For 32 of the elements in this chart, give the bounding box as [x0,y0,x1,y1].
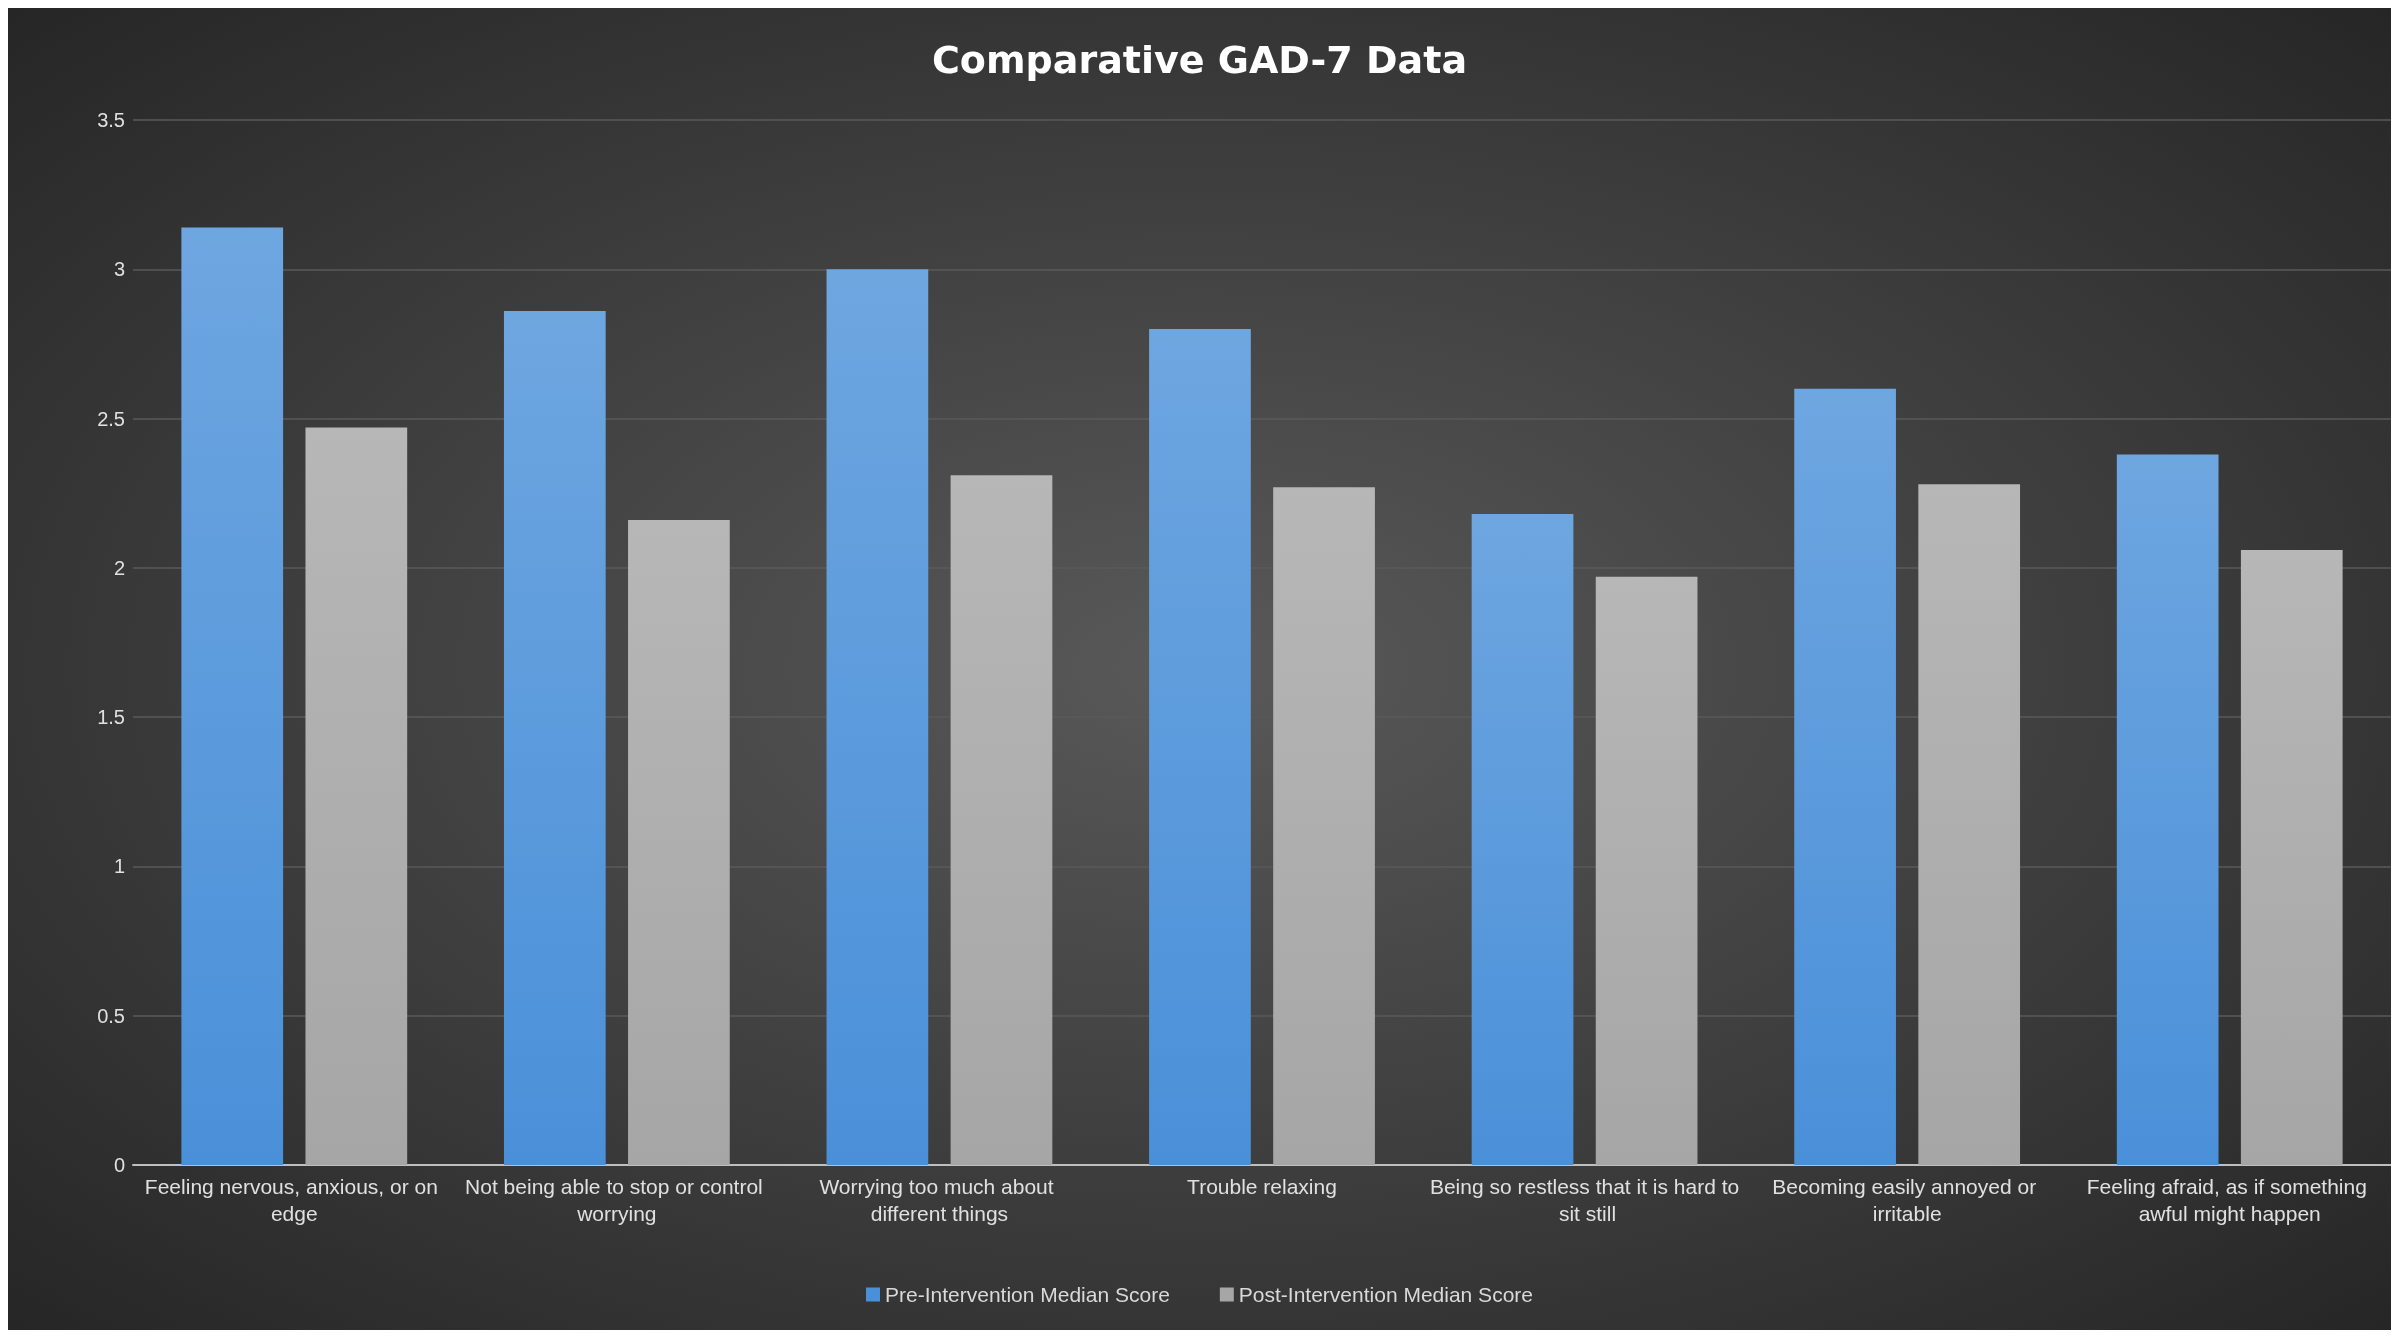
bar [1794,388,1896,1165]
legend-label: Pre-Intervention Median Score [885,1283,1170,1306]
x-tick-label: Worrying too much about different things [819,1175,1060,1225]
bar [1471,514,1574,1165]
y-tick-label: 3.5 [97,109,125,131]
y-tick-label: 2 [113,556,125,579]
x-tick-label: Being so restless that it is hard to sit still [1429,1175,1740,1225]
bar [628,520,730,1165]
x-tick-label: Becoming easily annoyed or irritable [1772,1175,2042,1225]
bar [305,427,408,1165]
bar [826,269,929,1165]
y-tick-label: 0 [113,1154,125,1176]
y-tick-label: 1.5 [97,706,125,729]
chart-title: Comparative GAD-7 Data [931,38,1468,82]
bar [503,311,606,1165]
x-tick-label: Trouble relaxing [1187,1175,1337,1198]
bar [1273,487,1375,1165]
bar [2240,549,2343,1165]
bar [1595,576,1698,1165]
bar [950,475,1053,1165]
x-tick-label: Not being able to stop or control worrying [465,1175,769,1225]
y-tick-label: 3 [113,258,125,281]
bar [181,227,284,1165]
bar [1918,484,2021,1165]
y-tick-label: 2.5 [97,407,125,430]
x-tick-label: Feeling nervous, anxious, or on edge [144,1175,444,1225]
bar [1149,329,1251,1165]
bar [2116,454,2219,1165]
y-tick-label: 1 [113,855,125,878]
legend-label: Post-Intervention Median Score [1238,1283,1533,1306]
y-tick-label: 0.5 [97,1004,125,1027]
x-tick-label: Feeling afraid, as if something awful might happen [2086,1175,2373,1225]
